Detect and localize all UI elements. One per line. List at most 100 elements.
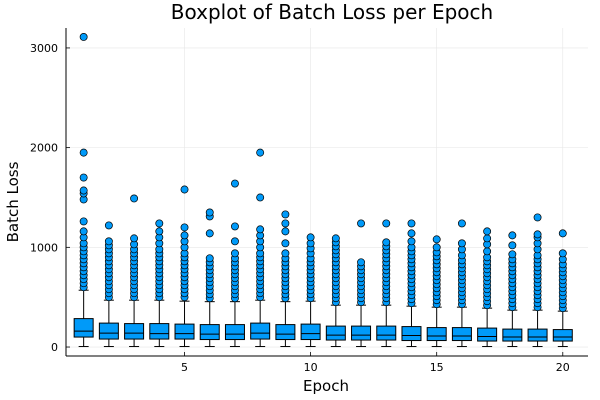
outlier-point: [180, 231, 189, 240]
box-epoch-15: [426, 235, 447, 348]
x-tick-label: 5: [181, 361, 188, 374]
outlier-point: [104, 221, 113, 230]
box-body: [552, 329, 573, 342]
box-epoch-2: [98, 221, 119, 348]
outlier-point: [306, 233, 315, 242]
outlier-point: [407, 237, 416, 246]
outlier-point: [130, 234, 139, 243]
box-body: [174, 323, 195, 340]
box-epoch-3: [124, 194, 145, 348]
box-epoch-6: [199, 208, 220, 348]
outlier-point: [256, 193, 265, 202]
outlier-point: [231, 179, 239, 188]
outlier-point: [281, 239, 290, 248]
outlier-point: [281, 210, 290, 219]
box-body: [426, 327, 447, 342]
outlier-point: [79, 217, 88, 226]
y-tick-label: 2000: [30, 142, 58, 155]
box-body: [199, 324, 220, 341]
box-body: [325, 325, 346, 341]
box-epoch-9: [275, 210, 296, 348]
box-epoch-13: [376, 219, 397, 348]
box-body: [502, 328, 523, 342]
box-epoch-17: [477, 227, 498, 348]
box-body: [451, 327, 472, 342]
box-body: [149, 323, 170, 340]
outlier-point: [231, 237, 239, 246]
outlier-point: [533, 230, 542, 239]
y-axis-label: Batch Loss: [4, 161, 22, 242]
outlier-point: [508, 241, 517, 250]
outlier-point: [407, 219, 416, 228]
outlier-point: [558, 249, 567, 258]
box-epoch-20: [552, 229, 573, 348]
box-body: [275, 324, 296, 341]
box-body: [477, 327, 498, 342]
outlier-point: [79, 173, 88, 182]
outlier-point: [508, 231, 517, 240]
box-body: [98, 322, 119, 340]
box-epoch-10: [300, 233, 321, 348]
outlier-point: [357, 219, 365, 228]
box-epoch-8: [250, 148, 271, 348]
box-epoch-5: [174, 185, 195, 348]
outlier-point: [407, 229, 416, 238]
outlier-point: [205, 229, 214, 238]
outlier-point: [281, 219, 290, 228]
outlier-point: [432, 243, 441, 252]
box-epoch-7: [224, 179, 245, 348]
x-axis-label: Epoch: [303, 377, 349, 395]
box-epoch-14: [401, 219, 422, 348]
outlier-point: [533, 213, 542, 222]
outlier-point: [79, 227, 88, 236]
outlier-point: [231, 249, 239, 258]
chart-title: Boxplot of Batch Loss per Epoch: [171, 0, 493, 24]
grid-lines: [66, 28, 588, 356]
outlier-point: [256, 148, 265, 157]
outlier-point: [457, 239, 466, 248]
box-body: [351, 325, 372, 341]
box-body: [250, 322, 271, 340]
outlier-point: [457, 219, 466, 228]
box-epoch-16: [451, 219, 472, 348]
x-tick-label: 15: [430, 361, 444, 374]
outlier-point: [79, 186, 88, 195]
outlier-point: [558, 229, 567, 238]
box-body: [124, 323, 145, 340]
outlier-point: [483, 227, 492, 236]
outlier-point: [281, 249, 290, 258]
outlier-point: [155, 227, 164, 236]
y-tick-label: 3000: [30, 42, 58, 55]
box-epoch-1: [73, 33, 94, 348]
outlier-point: [104, 237, 113, 246]
box-body: [376, 325, 397, 341]
outlier-point: [508, 250, 517, 259]
outlier-point: [130, 194, 139, 203]
outlier-point: [357, 258, 365, 267]
box-epoch-19: [527, 213, 548, 348]
box-series: [73, 33, 573, 348]
outlier-point: [483, 234, 492, 243]
y-tick-label: 0: [51, 341, 58, 354]
box-epoch-11: [325, 234, 346, 348]
outlier-point: [382, 219, 391, 228]
outlier-point: [231, 222, 239, 231]
x-tick-label: 10: [304, 361, 318, 374]
box-body: [527, 328, 548, 342]
box-body: [224, 324, 245, 341]
box-epoch-4: [149, 219, 170, 348]
outlier-point: [331, 234, 340, 243]
box-body: [300, 323, 321, 341]
outlier-point: [180, 185, 189, 194]
outlier-point: [281, 227, 290, 236]
x-tick-label: 20: [556, 361, 570, 374]
box-epoch-12: [351, 219, 372, 348]
outlier-point: [205, 208, 214, 217]
tick-labels: 5 10 15 20 0 1000 2000 3000: [30, 42, 570, 374]
box-epoch-18: [502, 231, 523, 348]
outlier-point: [256, 225, 265, 234]
outlier-point: [205, 254, 214, 263]
outlier-point: [382, 238, 391, 247]
y-tick-label: 1000: [30, 241, 58, 254]
